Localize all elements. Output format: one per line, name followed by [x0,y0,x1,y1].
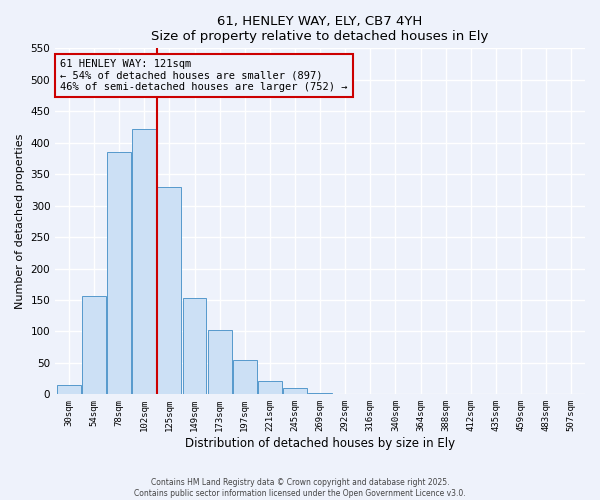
Y-axis label: Number of detached properties: Number of detached properties [15,134,25,309]
Bar [107,152,131,394]
Text: 61 HENLEY WAY: 121sqm
← 54% of detached houses are smaller (897)
46% of semi-det: 61 HENLEY WAY: 121sqm ← 54% of detached … [61,58,348,92]
Title: 61, HENLEY WAY, ELY, CB7 4YH
Size of property relative to detached houses in Ely: 61, HENLEY WAY, ELY, CB7 4YH Size of pro… [151,15,489,43]
Bar [258,381,282,394]
Bar [157,186,181,394]
X-axis label: Distribution of detached houses by size in Ely: Distribution of detached houses by size … [185,437,455,450]
Bar [82,296,106,394]
Bar [233,360,257,394]
Bar [308,393,332,394]
Bar [57,385,81,394]
Bar [283,388,307,394]
Text: Contains HM Land Registry data © Crown copyright and database right 2025.
Contai: Contains HM Land Registry data © Crown c… [134,478,466,498]
Bar [133,129,156,394]
Bar [208,330,232,394]
Bar [182,298,206,394]
